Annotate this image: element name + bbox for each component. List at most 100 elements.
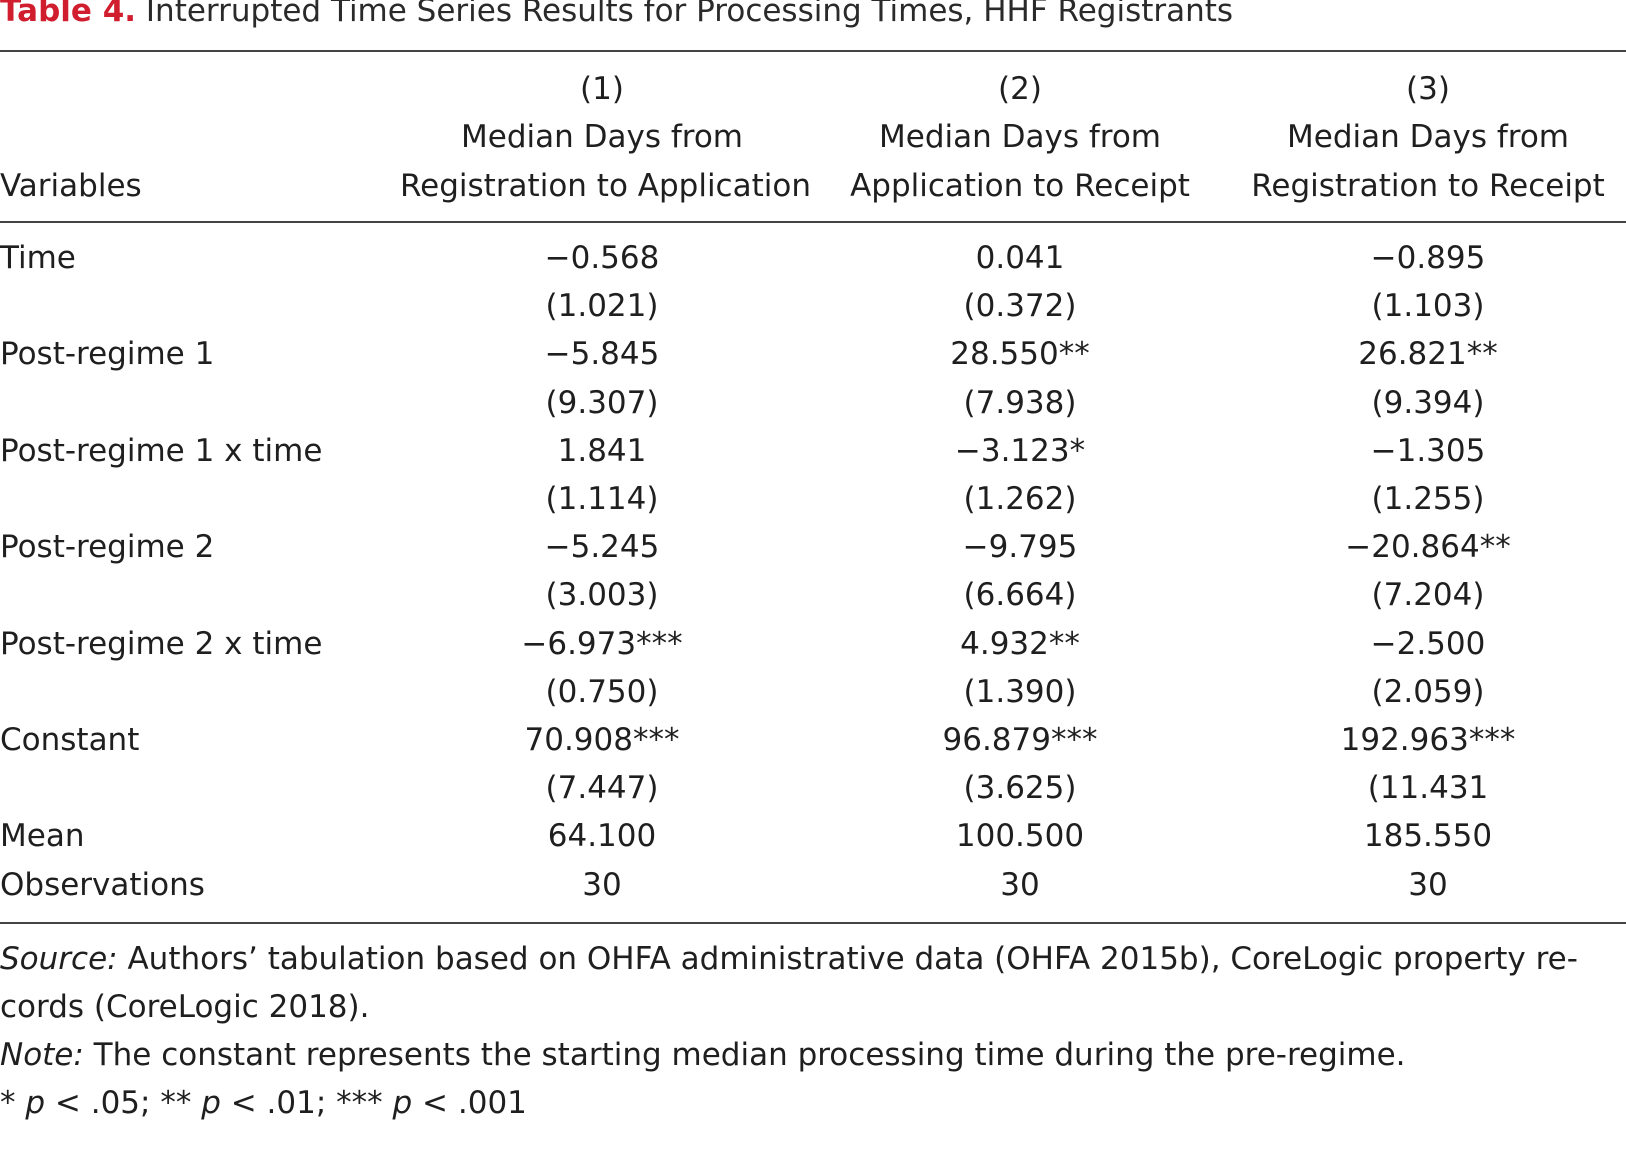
- table-caption: Interrupted Time Series Results for Proc…: [136, 0, 1234, 29]
- cell-value: (3.003): [545, 577, 659, 613]
- sig-text-2: < .01; ***: [220, 1085, 393, 1121]
- cell-value: −1.305: [1370, 433, 1486, 469]
- source-label: Source:: [0, 941, 118, 977]
- table-cell: 185.550: [1230, 811, 1626, 861]
- cell-value: (11.431: [1367, 770, 1489, 806]
- source-text: Authors’ tabulation based on OHFA admini…: [117, 941, 1578, 977]
- cell-value: −5.245: [544, 529, 660, 565]
- cell-value: (2.059): [1371, 674, 1485, 710]
- header-rule: [0, 221, 1626, 223]
- sig-p-2: p: [201, 1085, 221, 1121]
- table-cell: 96.879***: [822, 715, 1218, 765]
- row-label: Time: [0, 240, 76, 276]
- table-cell: 0.041: [822, 233, 1218, 283]
- table-cell: 30: [400, 860, 804, 910]
- cell-value: (6.664): [963, 577, 1077, 613]
- cell-value: (3.625): [963, 770, 1077, 806]
- top-rule: [0, 50, 1626, 52]
- table-cell: 70.908***: [400, 715, 804, 765]
- table-cell: −2.500: [1230, 619, 1626, 669]
- row-label: Post-regime 2 x time: [0, 626, 323, 662]
- cell-value: (9.394): [1371, 385, 1485, 421]
- cell-value: −3.123*: [954, 433, 1086, 469]
- sig-text-1: < .05; **: [45, 1085, 202, 1121]
- cell-value: (9.307): [545, 385, 659, 421]
- col1-header-line2: Registration to Application: [400, 168, 811, 204]
- variables-header: Variables: [0, 168, 142, 204]
- cell-value: 64.100: [547, 818, 657, 854]
- table-cell: 30: [822, 860, 1218, 910]
- cell-value: (7.447): [545, 770, 659, 806]
- table-cell: −0.895: [1230, 233, 1626, 283]
- col3-header-line1: Median Days from: [1287, 119, 1569, 155]
- row-label: Mean: [0, 818, 85, 854]
- table-cell: (1.255): [1230, 474, 1626, 524]
- col3-header-line2: Registration to Receipt: [1251, 168, 1605, 204]
- note-text: The constant represents the starting med…: [83, 1037, 1406, 1073]
- table-cell: (0.372): [822, 281, 1218, 331]
- table-title: Table 4. Interrupted Time Series Results…: [0, 0, 1233, 32]
- table-cell: −20.864**: [1230, 522, 1626, 572]
- table-cell: −3.123*: [822, 426, 1218, 476]
- table-cell: (9.394): [1230, 378, 1626, 428]
- note-label: Note:: [0, 1037, 84, 1073]
- table-cell: (9.307): [400, 378, 804, 428]
- table-number: Table 4.: [0, 0, 137, 29]
- cell-value: 1.841: [557, 433, 647, 469]
- table-cell: (1.021): [400, 281, 804, 331]
- cell-value: −9.795: [962, 529, 1078, 565]
- cell-value: (1.103): [1371, 288, 1485, 324]
- row-label: Post-regime 1: [0, 336, 215, 372]
- table-cell: 26.821**: [1230, 329, 1626, 379]
- cell-value: 28.550**: [950, 336, 1090, 372]
- cell-value: (0.372): [963, 288, 1077, 324]
- cell-value: 70.908***: [524, 722, 680, 758]
- source-note: Source: Authors’ tabulation based on OHF…: [0, 934, 1626, 984]
- sig-p-3: p: [392, 1085, 413, 1121]
- table-cell: 100.500: [822, 811, 1218, 861]
- table-cell: −5.845: [400, 329, 804, 379]
- table-cell: 192.963***: [1230, 715, 1626, 765]
- table-cell: (1.390): [822, 667, 1218, 717]
- cell-value: 100.500: [955, 818, 1085, 854]
- table-cell: 28.550**: [822, 329, 1218, 379]
- table-cell: 4.932**: [822, 619, 1218, 669]
- table-cell: −0.568: [400, 233, 804, 283]
- table-cell: (6.664): [822, 570, 1218, 620]
- table-cell: 30: [1230, 860, 1626, 910]
- cell-value: (1.390): [963, 674, 1077, 710]
- source-text-2: cords (CoreLogic 2018).: [0, 989, 370, 1025]
- cell-value: −5.845: [544, 336, 660, 372]
- cell-value: (1.262): [963, 481, 1077, 517]
- cell-value: (7.204): [1371, 577, 1485, 613]
- significance-note: * p < .05; ** p < .01; *** p < .001: [0, 1078, 1626, 1128]
- table-cell: −1.305: [1230, 426, 1626, 476]
- cell-value: 26.821**: [1358, 336, 1498, 372]
- cell-value: 30: [1408, 867, 1448, 903]
- cell-value: 0.041: [975, 240, 1065, 276]
- table-cell: 64.100: [400, 811, 804, 861]
- cell-value: −0.568: [544, 240, 660, 276]
- cell-value: (1.114): [545, 481, 659, 517]
- cell-value: 192.963***: [1340, 722, 1516, 758]
- row-label: Constant: [0, 722, 140, 758]
- col2-header-line1: Median Days from: [879, 119, 1161, 155]
- cell-value: −2.500: [1370, 626, 1486, 662]
- table-cell: −9.795: [822, 522, 1218, 572]
- sig-p-1: p: [25, 1085, 46, 1121]
- cell-value: (7.938): [963, 385, 1077, 421]
- table-cell: (1.262): [822, 474, 1218, 524]
- table-cell: (3.625): [822, 763, 1218, 813]
- col1-number: (1): [580, 71, 624, 107]
- table-cell: (3.003): [400, 570, 804, 620]
- table-cell: (11.431: [1230, 763, 1626, 813]
- note: Note: The constant represents the starti…: [0, 1030, 1626, 1080]
- cell-value: (1.255): [1371, 481, 1485, 517]
- table-cell: 1.841: [400, 426, 804, 476]
- cell-value: −20.864**: [1345, 529, 1511, 565]
- cell-value: 96.879***: [942, 722, 1098, 758]
- sig-star-1: *: [0, 1085, 26, 1121]
- cell-value: 185.550: [1363, 818, 1493, 854]
- table-cell: −5.245: [400, 522, 804, 572]
